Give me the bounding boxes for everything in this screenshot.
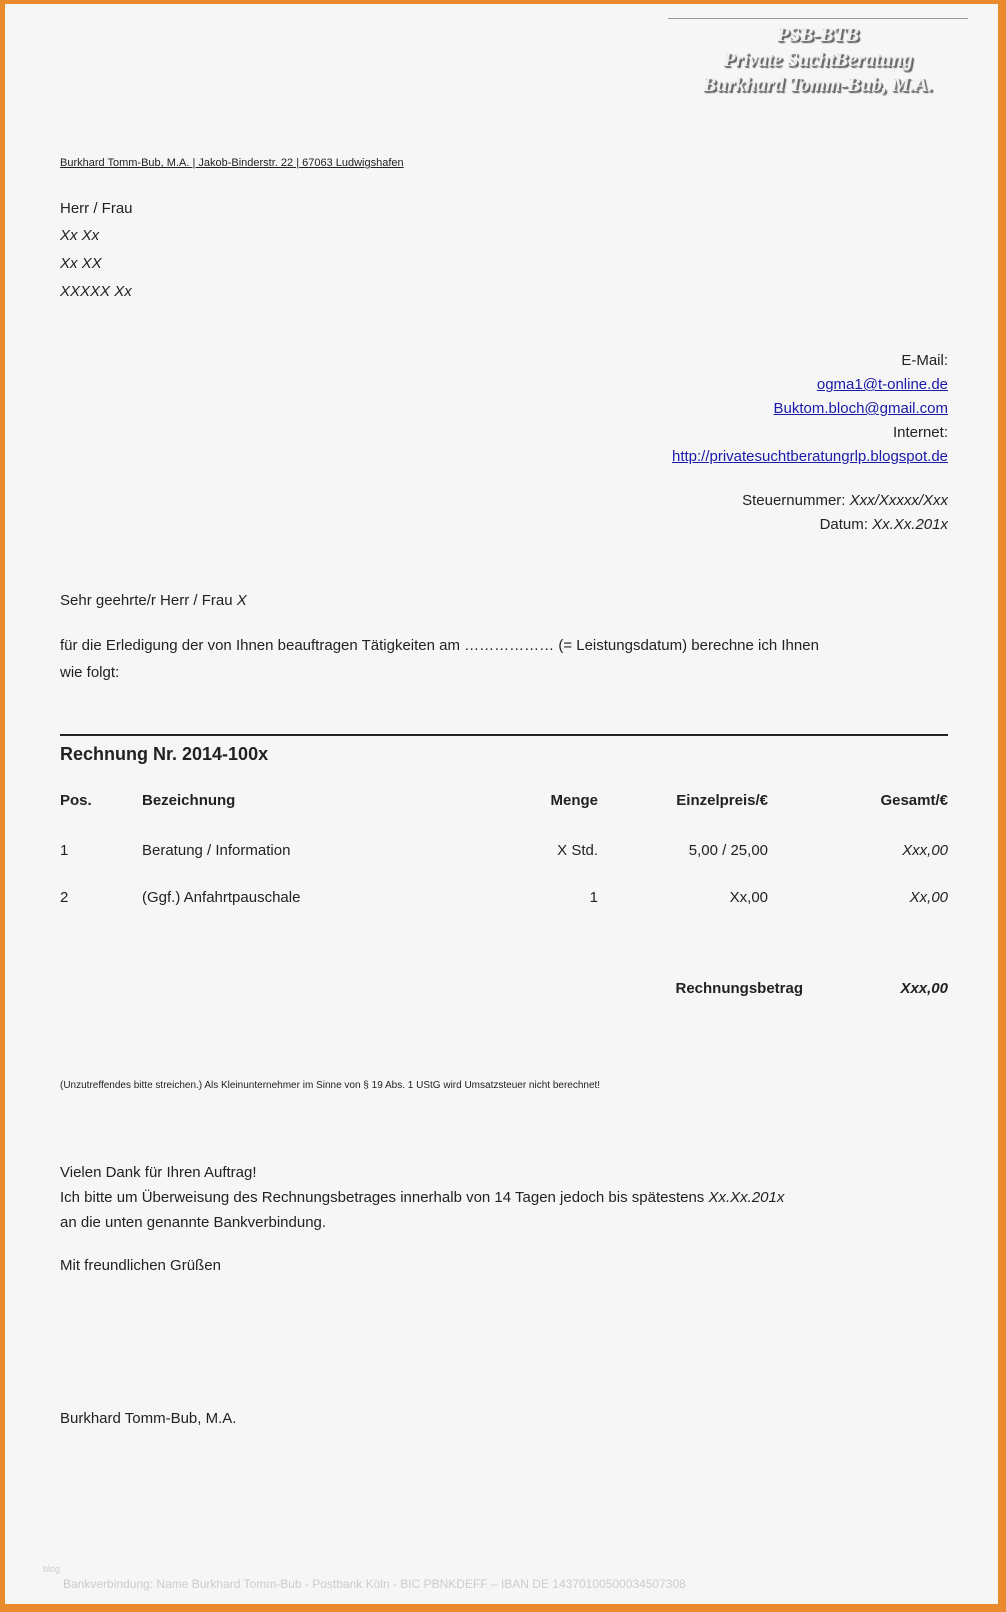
recipient-name: Xx Xx <box>60 227 100 244</box>
divider <box>60 734 948 736</box>
date-value: Xx.Xx.201x <box>872 516 948 533</box>
row1-unit-price: 5,00 / 25,00 <box>688 842 768 859</box>
tax-label: Steuernummer: <box>742 492 846 509</box>
row2-quantity: 1 <box>589 889 598 906</box>
invoice-title: Rechnung Nr. 2014-100x <box>60 744 269 764</box>
row2-unit-price: Xx,00 <box>729 889 768 906</box>
recipient-street: Xx XX <box>60 255 102 272</box>
row1-quantity: X Std. <box>557 842 598 859</box>
date: Datum: Xx.Xx.201x <box>820 516 948 533</box>
email-link-1[interactable]: ogma1@t-online.de <box>816 376 948 393</box>
greeting: Mit freundlichen Grüßen <box>60 1257 221 1274</box>
internet-label: Internet: <box>892 424 948 441</box>
payment-request: Ich bitte um Überweisung des Rechnungsbe… <box>60 1189 784 1206</box>
sender-line: Burkhard Tomm-Bub, M.A. | Jakob-Binderst… <box>60 157 404 169</box>
signature: Burkhard Tomm-Bub, M.A. <box>60 1410 237 1427</box>
intro-line-1: für die Erledigung der von Ihnen beauftr… <box>60 637 819 654</box>
invoice-page: PSB-BTB Private SuchtBeratung Burkhard T… <box>5 4 998 1604</box>
total-value: Xxx,00 <box>900 980 948 997</box>
salutation: Sehr geehrte/r Herr / Frau X <box>60 592 247 609</box>
row2-description: (Ggf.) Anfahrtpauschale <box>142 889 301 906</box>
row1-total: Xxx,00 <box>902 842 948 859</box>
row1-quantity-value: X Std. <box>557 842 598 859</box>
payment-date: Xx.Xx.201x <box>708 1189 785 1206</box>
intro-line-2: wie folgt: <box>60 664 120 681</box>
email-label: E-Mail: <box>901 352 948 369</box>
watermark: blog <box>43 1564 61 1574</box>
tax-value: Xxx/Xxxxx/Xxx <box>849 492 948 509</box>
payment-text: Ich bitte um Überweisung des Rechnungsbe… <box>60 1189 709 1206</box>
website-link[interactable]: http://privatesuchtberatungrlp.blogspot.… <box>671 448 948 465</box>
header-unit-price: Einzelpreis/€ <box>676 792 768 809</box>
bank-footer: Bankverbindung: Name Burkhard Tomm-Bub -… <box>63 1577 686 1591</box>
row2-total: Xx,00 <box>909 889 948 906</box>
tax-number: Steuernummer: Xxx/Xxxxx/Xxx <box>742 492 948 509</box>
logo: PSB-BTB Private SuchtBeratung Burkhard T… <box>668 18 968 98</box>
total-label: Rechnungsbetrag <box>675 980 803 997</box>
recipient-city: XXXXX Xx <box>60 283 132 300</box>
email-link-2[interactable]: Buktom.bloch@gmail.com <box>773 400 948 417</box>
row1-description: Beratung / Information <box>142 842 291 859</box>
salutation-text: Sehr geehrte/r Herr / Frau <box>60 592 237 609</box>
header-description: Bezeichnung <box>142 792 236 809</box>
row1-pos: 1 <box>60 842 69 859</box>
header-total: Gesamt/€ <box>880 792 948 809</box>
tax-note: (Unzutreffendes bitte streichen.) Als Kl… <box>60 1080 601 1091</box>
salutation-name: X <box>236 592 247 609</box>
row2-pos: 2 <box>60 889 69 906</box>
date-label: Datum: <box>819 516 868 533</box>
logo-line: Private SuchtBeratung <box>723 49 913 71</box>
thanks: Vielen Dank für Ihren Auftrag! <box>60 1164 257 1181</box>
header-quantity: Menge <box>550 792 598 809</box>
header-pos: Pos. <box>60 792 92 809</box>
logo-line: PSB-BTB <box>776 24 860 46</box>
recipient-salutation: Herr / Frau <box>60 200 133 217</box>
payment-request-2: an die unten genannte Bankverbindung. <box>60 1214 327 1231</box>
logo-line: Burkhard Tomm-Bub, M.A. <box>703 74 933 96</box>
